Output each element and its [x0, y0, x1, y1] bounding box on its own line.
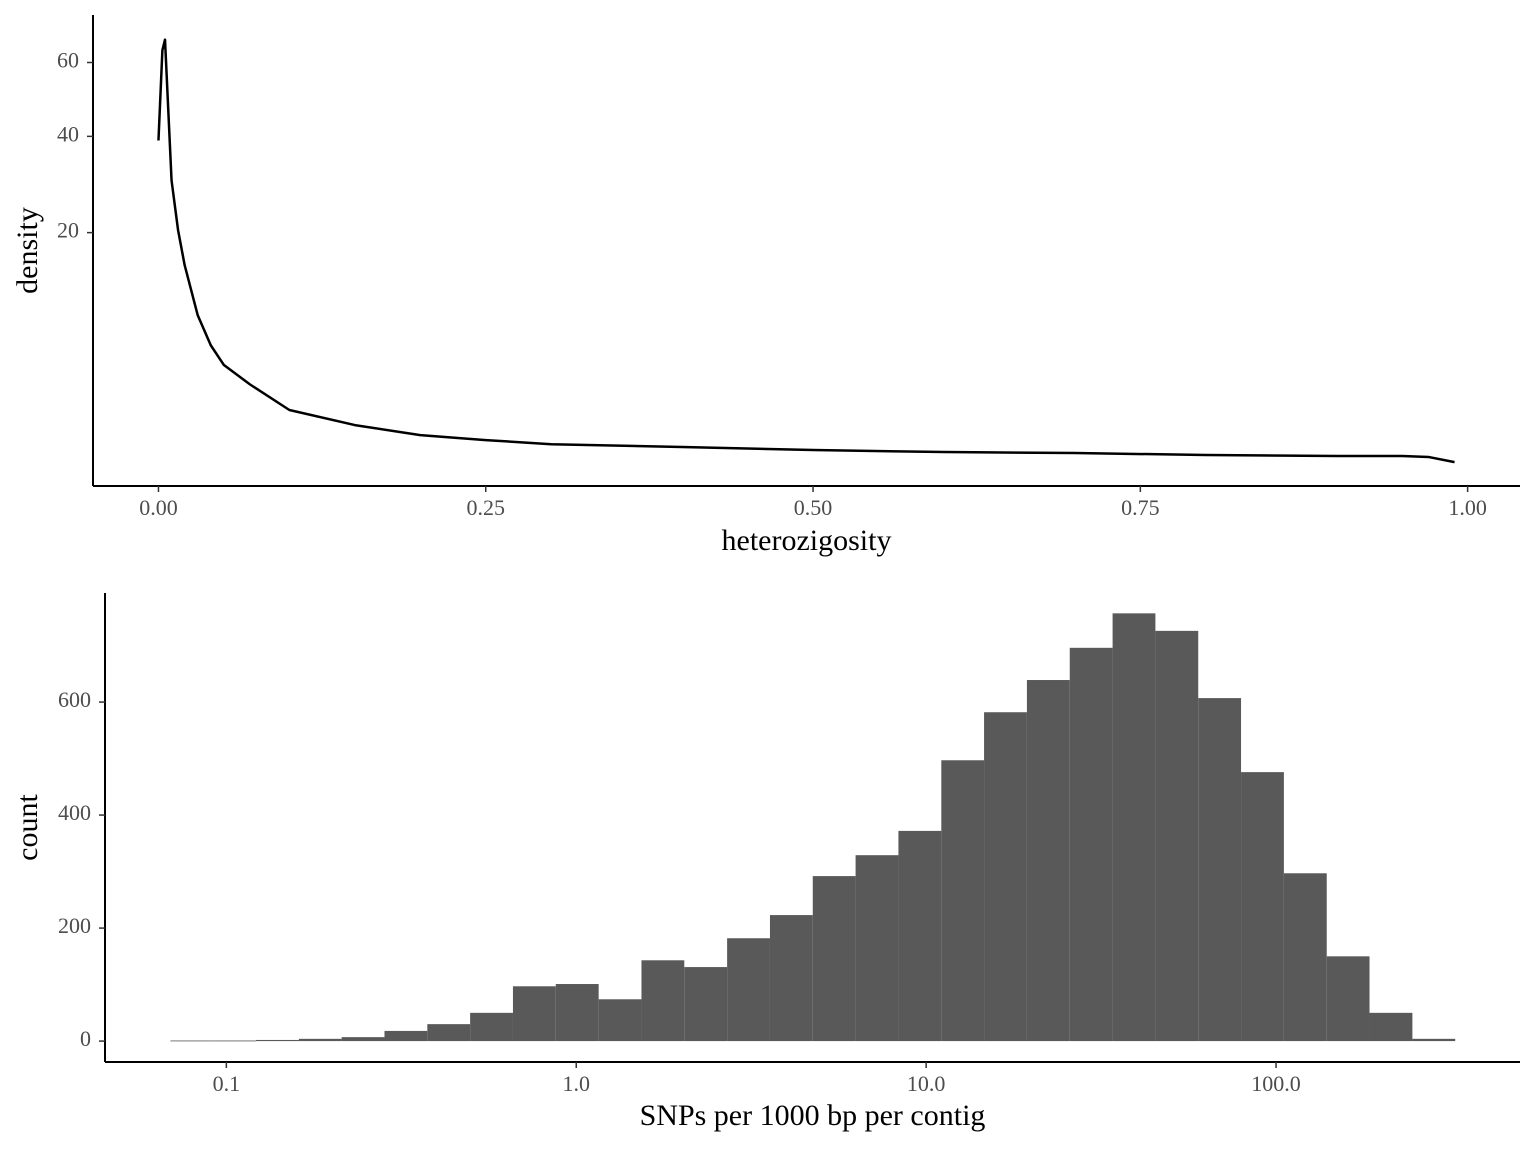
x-tick-label: 1.0 — [562, 1071, 590, 1096]
y-tick-label: 200 — [58, 913, 91, 938]
bar — [598, 999, 642, 1042]
bar — [727, 938, 770, 1042]
bar — [170, 1040, 214, 1042]
bar — [1412, 1038, 1456, 1042]
x-tick-label: 1.00 — [1448, 495, 1487, 520]
bar — [384, 1030, 428, 1042]
bar — [769, 915, 813, 1042]
bar — [1369, 1012, 1413, 1042]
bar — [1026, 680, 1070, 1042]
bar — [213, 1040, 257, 1042]
x-tick-label: 0.75 — [1121, 495, 1160, 520]
y-tick-label: 60 — [57, 48, 79, 73]
bar — [684, 967, 728, 1042]
bar — [1069, 647, 1113, 1042]
x-tick-label: 100.0 — [1251, 1071, 1301, 1096]
y-tick-label: 20 — [57, 218, 79, 243]
x-tick-label: 0.1 — [213, 1071, 241, 1096]
density-line — [157, 38, 1455, 464]
bar — [941, 760, 985, 1042]
bar — [256, 1039, 299, 1042]
x-tick-label: 10.0 — [907, 1071, 946, 1096]
bar — [1326, 956, 1370, 1042]
bar — [341, 1037, 385, 1042]
bar — [1155, 630, 1199, 1042]
bar — [1283, 873, 1327, 1042]
bar — [855, 855, 899, 1042]
bar — [898, 830, 942, 1042]
bar — [470, 1012, 513, 1042]
x-tick-label: 0.25 — [467, 495, 506, 520]
bar — [812, 876, 856, 1042]
x-axis-title: heterozigosity — [722, 524, 892, 557]
bar — [984, 712, 1027, 1042]
y-tick-label: 40 — [57, 121, 79, 146]
y-tick-label: 600 — [58, 687, 91, 712]
bar — [1241, 772, 1284, 1042]
x-tick-label: 0.00 — [139, 495, 178, 520]
bar — [427, 1024, 471, 1042]
y-tick-label: 400 — [58, 800, 91, 825]
bar — [512, 986, 556, 1042]
x-tick-label: 0.50 — [794, 495, 833, 520]
bar — [555, 984, 599, 1042]
y-axis-title: count — [11, 794, 44, 861]
y-tick-label: 0 — [80, 1026, 91, 1051]
y-axis-title: density — [11, 207, 44, 294]
bar — [1112, 613, 1156, 1042]
x-axis-title: SNPs per 1000 bp per contig — [640, 1099, 986, 1132]
bar — [1198, 698, 1242, 1042]
bar — [641, 960, 685, 1042]
bar — [298, 1038, 342, 1042]
